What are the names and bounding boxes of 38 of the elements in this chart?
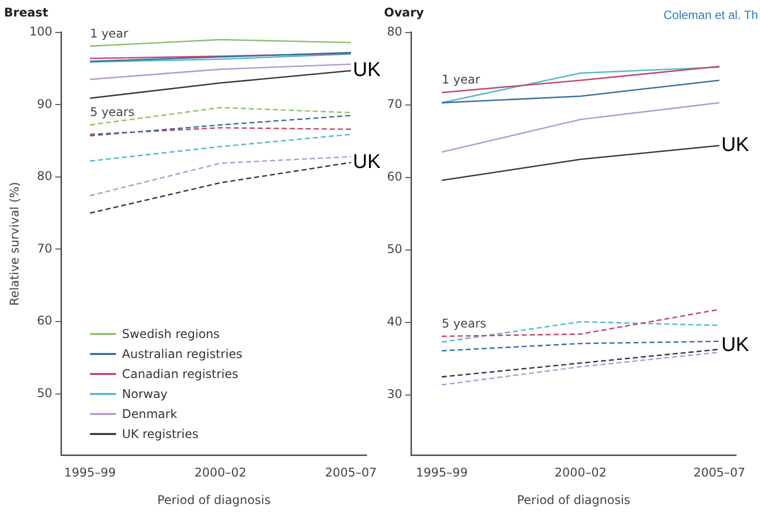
annotation: 5 years [90,105,134,120]
y-tick-label: 40 [386,314,402,329]
x-tick-label: 2000–02 [194,466,246,480]
x-tick-label: 1995–99 [416,466,468,480]
annotation: UK [352,151,382,174]
legend-label: UK registries [122,427,198,441]
y-tick-label: 80 [37,169,52,184]
annotation: 1 year [90,26,128,40]
chart-title: Ovary [384,5,424,20]
y-tick-label: 70 [386,97,402,112]
annotation: UK [721,134,750,156]
legend-label: Denmark [122,407,178,421]
y-tick-label: 70 [37,241,52,256]
x-axis-title: Period of diagnosis [157,492,271,507]
y-axis-title: Relative survival (%) [7,182,22,306]
x-tick-label: 2000–02 [554,466,606,480]
y-tick-label: 90 [37,96,52,111]
annotation: 5 years [442,316,486,330]
y-tick-label: 30 [386,387,402,402]
chart-title: Breast [4,5,48,20]
x-tick-label: 1995–99 [64,466,116,480]
text: Coleman et al. Th [664,8,758,22]
x-tick-label: 2005–07 [324,466,377,480]
annotation: UK [352,59,382,82]
legend-label: Australian registries [122,347,242,361]
annotation: 1 year [442,72,480,87]
y-tick-label: 60 [37,314,52,328]
x-axis-title: Period of diagnosis [516,492,630,507]
y-tick-label: 50 [386,242,402,256]
y-tick-label: 100 [29,24,52,39]
legend-label: Norway [122,387,168,401]
legend-label: Canadian registries [122,367,238,381]
y-tick-label: 80 [386,24,402,39]
x-tick-label: 2005–07 [693,466,746,480]
y-tick-label: 60 [386,170,402,184]
y-tick-label: 50 [37,386,52,400]
annotation: UK [721,334,750,356]
legend-label: Swedish regions [122,327,220,341]
